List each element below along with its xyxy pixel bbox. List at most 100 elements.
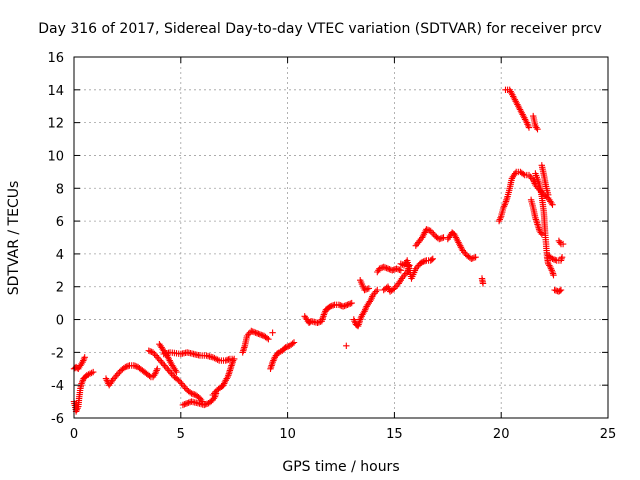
data-point bbox=[376, 265, 383, 272]
data-point bbox=[437, 235, 444, 242]
x-tick-label: 0 bbox=[70, 427, 78, 442]
data-point bbox=[154, 365, 161, 372]
data-point bbox=[328, 302, 335, 310]
data-point bbox=[341, 302, 348, 310]
data-point bbox=[479, 280, 487, 287]
data-point bbox=[253, 330, 261, 337]
y-tick-label: 2 bbox=[56, 281, 64, 296]
x-tick-label: 20 bbox=[493, 427, 510, 442]
data-point bbox=[533, 217, 540, 225]
data-point bbox=[397, 267, 404, 274]
data-point bbox=[289, 340, 296, 347]
data-point bbox=[201, 401, 208, 409]
data-point bbox=[362, 286, 370, 293]
data-point bbox=[146, 372, 153, 380]
data-point bbox=[469, 255, 476, 262]
data-point bbox=[161, 362, 168, 369]
data-point bbox=[538, 231, 545, 238]
data-point bbox=[472, 254, 479, 261]
data-point bbox=[173, 368, 180, 376]
data-point bbox=[551, 286, 558, 294]
y-tick-label: 10 bbox=[47, 149, 64, 164]
data-point bbox=[256, 331, 263, 338]
data-point bbox=[549, 255, 556, 262]
data-point bbox=[269, 329, 276, 336]
data-point bbox=[545, 191, 552, 198]
y-tick-label: 14 bbox=[47, 84, 64, 99]
x-tick-label: 25 bbox=[600, 427, 617, 442]
data-point bbox=[228, 362, 235, 369]
data-point bbox=[337, 302, 344, 309]
data-point bbox=[429, 255, 436, 262]
data-point bbox=[550, 272, 557, 279]
y-tick-label: 4 bbox=[56, 248, 64, 263]
data-point bbox=[552, 256, 559, 264]
data-point bbox=[440, 234, 447, 241]
data-point bbox=[145, 347, 152, 354]
x-tick-label: 5 bbox=[177, 427, 185, 442]
data-point bbox=[348, 299, 355, 307]
y-tick-label: 6 bbox=[56, 215, 64, 230]
data-point bbox=[394, 266, 402, 273]
data-point bbox=[549, 201, 556, 208]
data-point bbox=[185, 399, 192, 406]
data-point bbox=[132, 362, 139, 370]
y-tick-label: -2 bbox=[51, 346, 64, 361]
data-point bbox=[559, 240, 567, 248]
data-point bbox=[344, 301, 351, 308]
y-tick-label: 12 bbox=[47, 117, 64, 132]
data-point bbox=[424, 226, 432, 233]
data-point bbox=[222, 357, 229, 364]
data-point bbox=[558, 254, 566, 261]
data-point bbox=[263, 334, 271, 342]
grid bbox=[74, 57, 608, 418]
chart-title: Day 316 of 2017, Sidereal Day-to-day VTE… bbox=[38, 21, 602, 37]
data-point bbox=[347, 300, 354, 307]
data-point bbox=[315, 319, 323, 326]
y-tick-label: -4 bbox=[51, 379, 64, 394]
data-point bbox=[534, 126, 541, 133]
data-point bbox=[225, 356, 232, 363]
data-point bbox=[365, 285, 372, 292]
data-point bbox=[283, 343, 291, 351]
x-tick-label: 10 bbox=[279, 427, 296, 442]
data-point bbox=[290, 339, 298, 346]
data-point bbox=[168, 370, 175, 377]
data-point bbox=[380, 263, 387, 271]
data-point bbox=[374, 286, 381, 294]
data-point bbox=[81, 354, 88, 361]
data-point bbox=[248, 327, 255, 335]
data-point bbox=[386, 266, 393, 273]
data-point bbox=[343, 342, 350, 349]
data-points bbox=[70, 86, 567, 415]
data-point bbox=[428, 256, 435, 263]
x-tick-label: 15 bbox=[386, 427, 403, 442]
data-point bbox=[179, 401, 187, 409]
data-point bbox=[556, 287, 564, 294]
data-point bbox=[525, 124, 533, 131]
x-axis-title: GPS time / hours bbox=[282, 459, 399, 475]
data-point bbox=[189, 390, 197, 398]
data-point bbox=[123, 363, 130, 370]
data-point bbox=[389, 286, 397, 293]
y-axis-title: SDTVAR / TECUs bbox=[6, 181, 22, 296]
data-point bbox=[229, 357, 237, 364]
data-point bbox=[420, 258, 427, 265]
data-point bbox=[90, 368, 97, 376]
data-point bbox=[383, 264, 390, 272]
y-tick-label: 0 bbox=[56, 314, 64, 329]
data-point bbox=[557, 286, 565, 294]
plot-frame bbox=[73, 56, 609, 419]
data-point bbox=[520, 170, 527, 178]
data-point bbox=[390, 266, 397, 273]
y-tick-label: 8 bbox=[56, 182, 64, 197]
y-tick-label: 16 bbox=[47, 51, 64, 66]
data-point bbox=[265, 336, 272, 343]
data-point bbox=[174, 376, 181, 383]
axis-ticks: 0 5 10 15 20 25 -6 -4 -2 0 2 4 6 8 10 12 14 16 bbox=[47, 51, 616, 442]
data-point bbox=[250, 328, 258, 336]
y-tick-label: -6 bbox=[51, 412, 64, 427]
data-point bbox=[114, 370, 122, 377]
data-point bbox=[182, 400, 189, 407]
